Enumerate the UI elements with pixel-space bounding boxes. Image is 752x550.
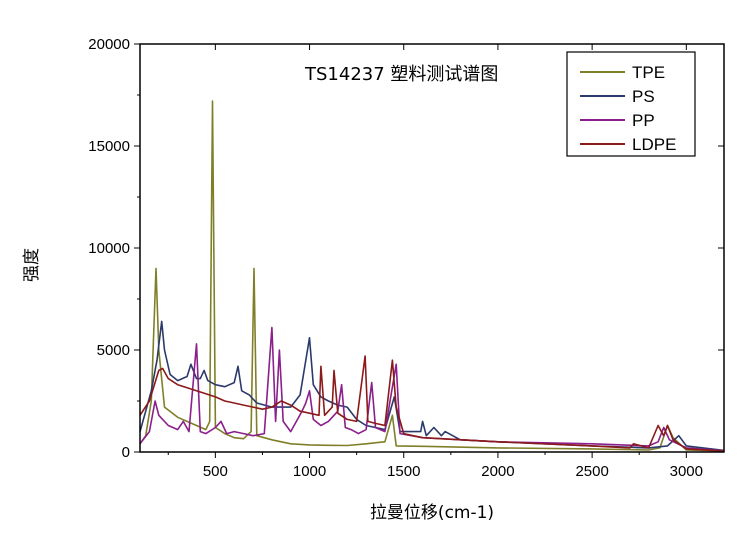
x-tick-label: 500 <box>203 463 228 480</box>
plot-lines <box>139 100 725 452</box>
y-tick-label: 10000 <box>88 240 130 257</box>
x-tick-label: 1500 <box>387 463 420 480</box>
legend-box <box>566 51 696 157</box>
x-tick-label: 2000 <box>481 463 514 480</box>
x-tick-label: 3000 <box>670 463 703 480</box>
y-tick-label: 0 <box>122 444 130 461</box>
series-line-tpe <box>139 100 725 452</box>
chart-title: TS14237 塑料测试谱图 <box>304 64 498 85</box>
series-line-pp <box>139 326 725 452</box>
x-axis: 500 1000 1500 2000 2500 3000 <box>167 44 703 480</box>
legend-label-ldpe: LDPE <box>632 135 676 154</box>
y-tick-label: 20000 <box>88 36 130 53</box>
legend: TPE PS PP LDPE <box>566 51 696 157</box>
x-tick-label: 1000 <box>293 463 326 480</box>
legend-label-pp: PP <box>632 111 655 130</box>
x-tick-label: 2500 <box>575 463 608 480</box>
x-axis-title: 拉曼位移(cm-1) <box>370 503 494 523</box>
y-tick-label: 5000 <box>97 342 130 359</box>
series-line-ldpe <box>139 355 725 452</box>
series-line-ps <box>139 320 725 452</box>
y-axis-title: 强度 <box>22 248 42 282</box>
y-tick-label: 15000 <box>88 138 130 155</box>
legend-label-ps: PS <box>632 87 655 106</box>
legend-label-tpe: TPE <box>632 63 665 82</box>
y-axis: 0 5000 10000 15000 20000 <box>88 36 724 461</box>
